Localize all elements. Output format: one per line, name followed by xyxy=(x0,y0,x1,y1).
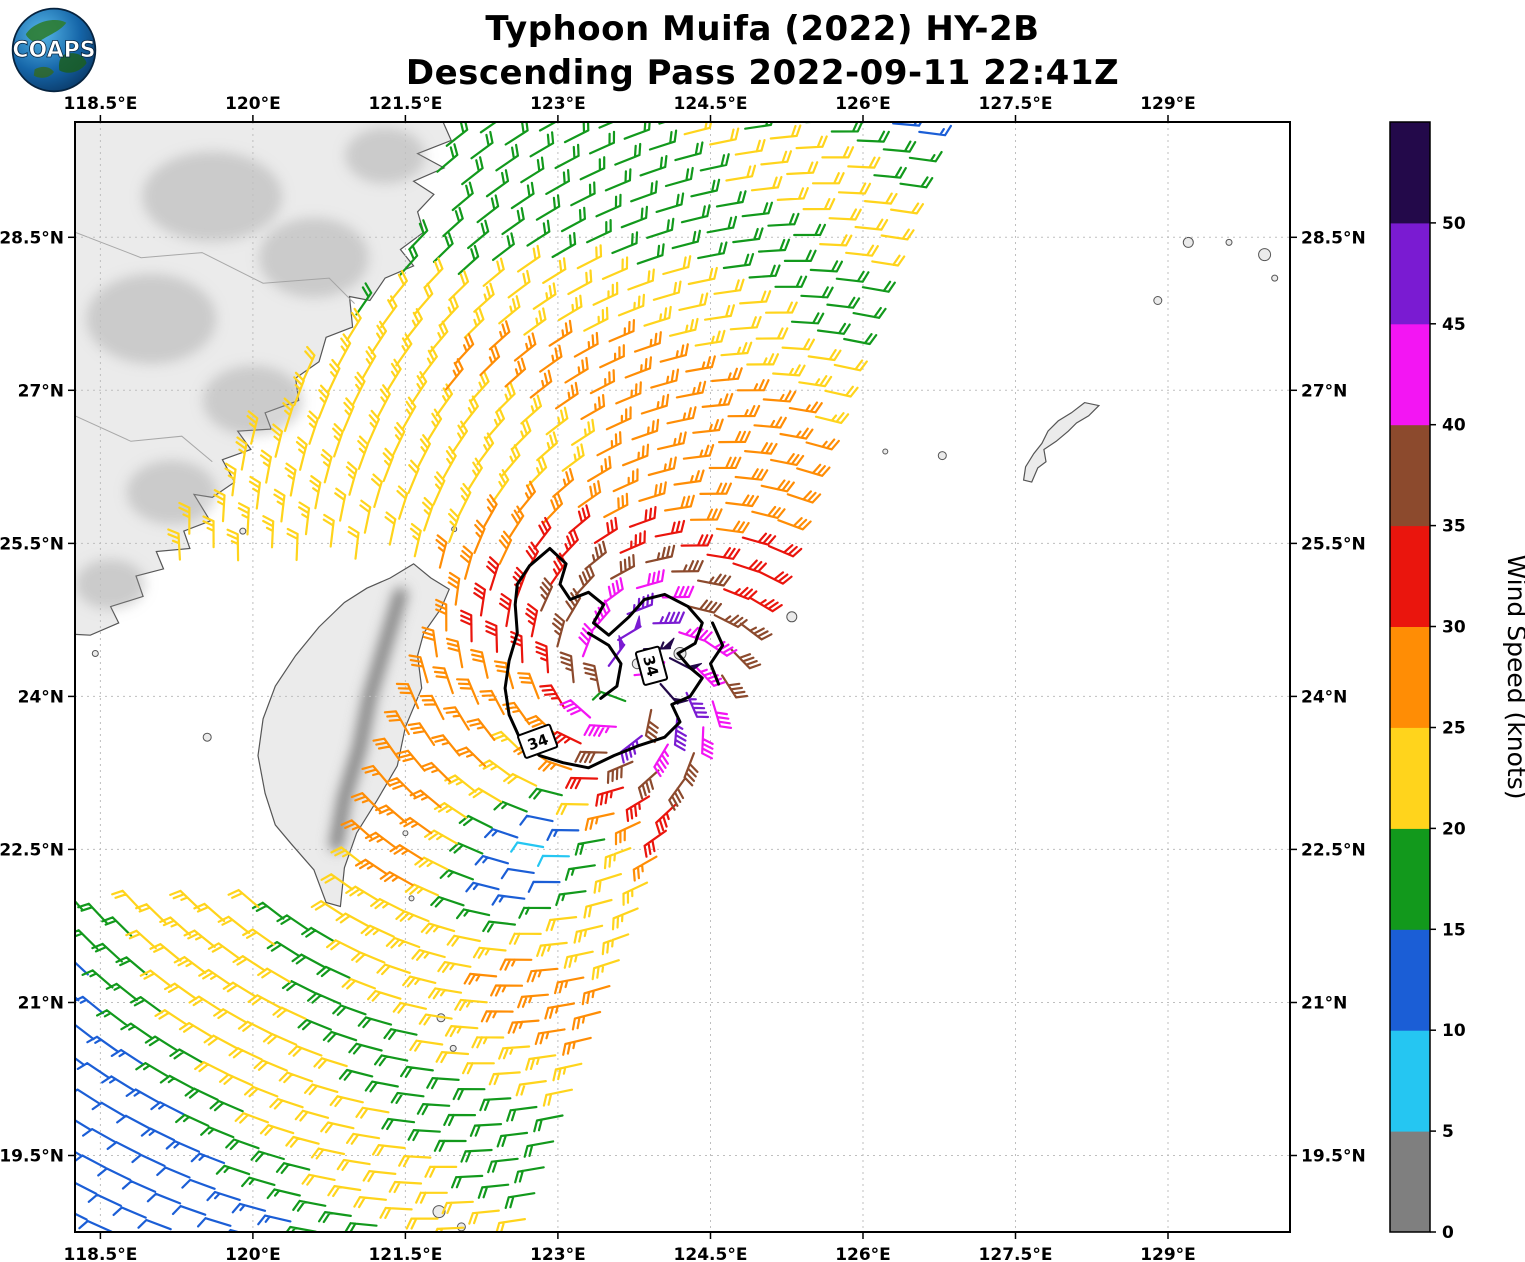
islet xyxy=(239,527,247,535)
colorbar-tick-label: 45 xyxy=(1442,315,1466,335)
x-tick-label-bottom: 120°E xyxy=(225,1245,281,1262)
x-tick-label-top: 120°E xyxy=(225,94,281,114)
x-tick-label-top: 123°E xyxy=(530,94,586,114)
okinawa-island xyxy=(1022,401,1101,483)
islet xyxy=(1271,274,1279,282)
colorbar-bin xyxy=(1390,1030,1430,1132)
y-tick-label-left: 27°N xyxy=(18,381,64,401)
y-tick-label-right: 24°N xyxy=(1301,687,1347,707)
land-layer xyxy=(75,122,1279,1232)
svg-text:34: 34 xyxy=(639,654,662,679)
colorbar-bin xyxy=(1390,727,1430,829)
colorbar-bin xyxy=(1390,424,1430,527)
chart-subtitle: Descending Pass 2022-09-11 22:41Z xyxy=(405,52,1120,93)
islet xyxy=(432,1205,446,1219)
x-tick-label-bottom: 126°E xyxy=(835,1245,891,1262)
x-tick-label-top: 124.5°E xyxy=(674,94,748,114)
y-tick-label-left: 28.5°N xyxy=(0,228,64,248)
coaps-logo-text: COAPS xyxy=(12,38,95,63)
colorbar-tick-label: 10 xyxy=(1442,1021,1466,1041)
coaps-logo: COAPS xyxy=(10,6,98,94)
colorbar-tick-label: 30 xyxy=(1442,618,1466,638)
wind-barbs-layer xyxy=(75,122,952,1232)
islet xyxy=(1258,248,1272,262)
colorbar-tick-label: 50 xyxy=(1442,214,1466,234)
r34-contour: 34 34 xyxy=(503,547,725,770)
islet xyxy=(882,448,889,455)
colorbar-tick-label: 25 xyxy=(1442,719,1466,739)
colorbar-bin xyxy=(1390,626,1430,728)
y-tick-label-left: 25.5°N xyxy=(0,534,64,554)
colorbar-bin xyxy=(1390,222,1430,325)
y-tick-label-left: 21°N xyxy=(18,994,64,1014)
gridlines xyxy=(75,122,1290,1232)
x-tick-label-top: 121.5°E xyxy=(368,94,442,114)
islet xyxy=(202,732,212,742)
islet xyxy=(408,895,415,902)
taiwan-island xyxy=(257,563,450,908)
colorbar-bin xyxy=(1390,828,1430,930)
axes: 118.5°E 118.5°E 120°E 120°E 121.5°E 121.5°E 12… xyxy=(0,94,1366,1262)
x-tick-label-top: 118.5°E xyxy=(63,94,137,114)
colorbar-bin xyxy=(1390,122,1430,224)
y-tick-label-right: 22.5°N xyxy=(1301,840,1366,860)
colorbar-axis-label: Wind Speed (knots) xyxy=(1502,554,1525,799)
islet xyxy=(1153,296,1163,305)
x-tick-label-bottom: 118.5°E xyxy=(63,1245,137,1262)
islet xyxy=(1225,238,1233,246)
x-tick-label-top: 126°E xyxy=(835,94,891,114)
r34-contour-label: 34 xyxy=(634,645,669,686)
y-tick-label-right: 27°N xyxy=(1301,381,1347,401)
colorbar: 0 5 10 15 20 25 30 35 40 45 50 Wind Speed (knots) xyxy=(1389,121,1525,1243)
x-tick-label-top: 129°E xyxy=(1140,94,1196,114)
title-block: Typhoon Muifa (2022) HY-2B Descending Pa… xyxy=(0,8,1525,95)
colorbar-tick-label: 15 xyxy=(1442,920,1466,940)
islet xyxy=(449,1044,457,1052)
islet xyxy=(91,650,99,657)
y-tick-label-right: 28.5°N xyxy=(1301,228,1366,248)
colorbar-bin xyxy=(1390,929,1430,1031)
province-border xyxy=(75,415,213,463)
colorbar-tick-label: 0 xyxy=(1442,1223,1454,1243)
colorbar-tick-label: 40 xyxy=(1442,416,1466,436)
x-tick-label-bottom: 121.5°E xyxy=(368,1245,442,1262)
y-tick-label-left: 19.5°N xyxy=(0,1147,64,1167)
x-tick-label-top: 127.5°E xyxy=(979,94,1053,114)
islet xyxy=(786,611,798,623)
x-tick-label-bottom: 127.5°E xyxy=(979,1245,1053,1262)
y-tick-label-right: 25.5°N xyxy=(1301,534,1366,554)
x-tick-label-bottom: 124.5°E xyxy=(674,1245,748,1262)
x-tick-label-bottom: 129°E xyxy=(1140,1245,1196,1262)
y-tick-label-right: 21°N xyxy=(1301,994,1347,1014)
x-tick-label-bottom: 123°E xyxy=(530,1245,586,1262)
colorbar-bin xyxy=(1390,525,1430,627)
terrain-shading xyxy=(75,127,426,853)
colorbar-tick-label: 5 xyxy=(1442,1122,1454,1142)
colorbar-bin xyxy=(1390,323,1430,426)
colorbar-tick-label: 35 xyxy=(1442,517,1466,537)
chart-title: Typhoon Muifa (2022) HY-2B xyxy=(485,9,1040,49)
y-tick-label-right: 19.5°N xyxy=(1301,1147,1366,1167)
r34-contour-label: 34 xyxy=(517,723,559,759)
colorbar-tick-label: 20 xyxy=(1442,819,1466,839)
y-tick-label-left: 24°N xyxy=(18,687,64,707)
colorbar-bin xyxy=(1390,1131,1430,1233)
islet xyxy=(937,451,947,461)
map-layers: 34 34 xyxy=(75,122,1290,1232)
coaps-logo-graphic: COAPS xyxy=(11,7,97,93)
y-tick-label-left: 22.5°N xyxy=(0,840,64,860)
islet xyxy=(1182,236,1194,248)
